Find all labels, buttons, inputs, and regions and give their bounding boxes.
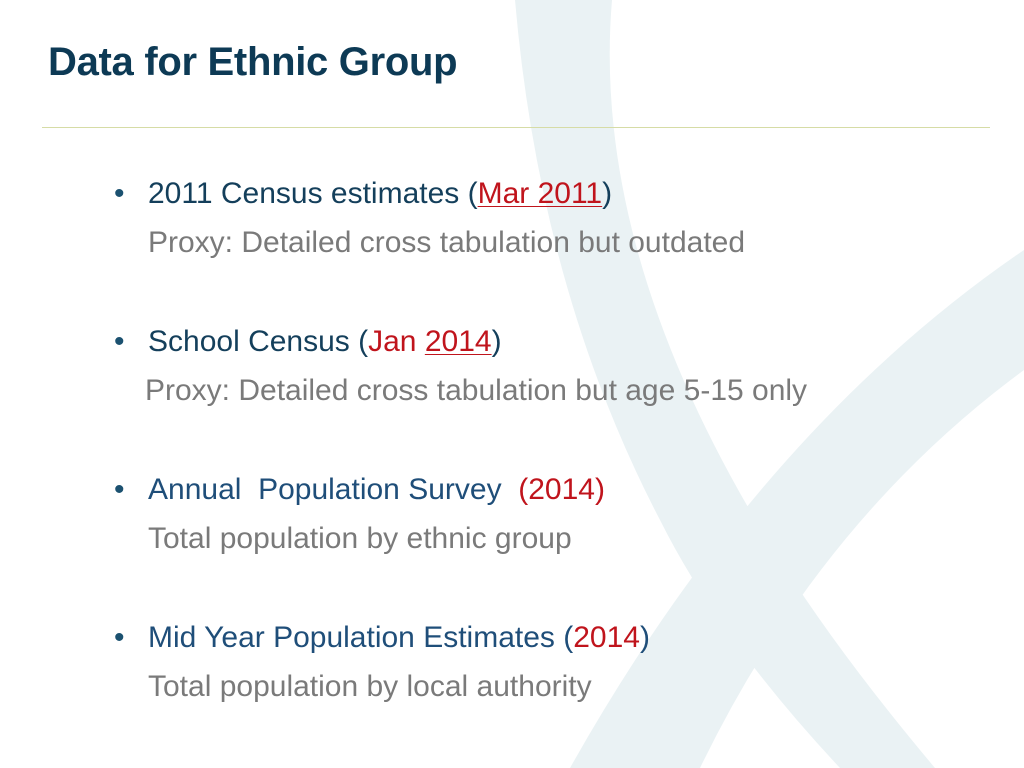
bullet-close-paren: ) bbox=[639, 621, 650, 654]
bullet-detail: Total population by ethnic group bbox=[148, 522, 572, 555]
bullet-detail: Proxy: Detailed cross tabulation but age… bbox=[145, 374, 808, 407]
bullet-heading: Mid Year Population Estimates (2014) bbox=[148, 616, 650, 660]
bullet-dot-icon: • bbox=[114, 621, 125, 654]
bullet-list: • 2011 Census estimates (Mar 2011) Proxy… bbox=[114, 172, 994, 764]
slide-title: Data for Ethnic Group bbox=[48, 40, 458, 84]
bullet-heading: Annual Population Survey (2014) bbox=[148, 468, 605, 512]
source-year: (2014) bbox=[518, 473, 605, 506]
source-month: Jan bbox=[368, 325, 417, 358]
title-divider bbox=[42, 127, 990, 128]
bullet-text: Annual Population Survey bbox=[148, 473, 510, 506]
bullet-text: 2011 Census estimates ( bbox=[148, 177, 478, 210]
bullet-close-paren: ) bbox=[491, 325, 502, 358]
source-date-link[interactable]: Mar 2011 bbox=[477, 177, 603, 210]
bullet-detail: Proxy: Detailed cross tabulation but out… bbox=[148, 226, 746, 259]
bullet-item-annual-population-survey: • Annual Population Survey (2014) Total … bbox=[114, 468, 994, 616]
source-year-link[interactable]: 2014 bbox=[424, 325, 492, 358]
bullet-heading: School Census (Jan 2014) bbox=[148, 320, 502, 364]
bullet-close-paren: ) bbox=[602, 177, 613, 210]
bullet-item-mid-year-estimates: • Mid Year Population Estimates (2014) T… bbox=[114, 616, 994, 764]
bullet-dot-icon: • bbox=[114, 325, 125, 358]
bullet-text: School Census ( bbox=[148, 325, 369, 358]
bullet-item-census-2011: • 2011 Census estimates (Mar 2011) Proxy… bbox=[114, 172, 994, 320]
bullet-item-school-census: • School Census (Jan 2014) Proxy: Detail… bbox=[114, 320, 994, 468]
bullet-detail: Total population by local authority bbox=[148, 670, 592, 703]
bullet-dot-icon: • bbox=[114, 177, 125, 210]
source-year: 2014 bbox=[573, 621, 640, 654]
bullet-dot-icon: • bbox=[114, 473, 125, 506]
bullet-heading: 2011 Census estimates (Mar 2011) bbox=[148, 172, 612, 216]
bullet-text: Mid Year Population Estimates ( bbox=[148, 621, 574, 654]
